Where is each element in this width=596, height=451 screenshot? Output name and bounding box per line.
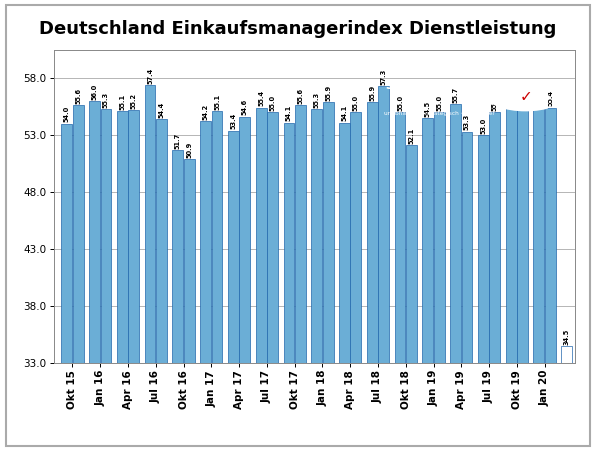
Text: 55.0: 55.0 (269, 95, 275, 111)
Bar (367, 102, 378, 363)
Text: 53.4: 53.4 (231, 113, 237, 129)
Text: 55.1: 55.1 (214, 94, 220, 110)
Text: 55.5: 55.5 (536, 89, 542, 105)
Bar (423, 118, 433, 363)
Bar (295, 106, 306, 363)
Text: 55.2: 55.2 (131, 92, 136, 109)
Text: 55.9: 55.9 (370, 84, 375, 101)
Bar (128, 110, 139, 363)
Text: 53.3: 53.3 (464, 114, 470, 130)
Text: 56.0: 56.0 (92, 83, 98, 100)
Bar (240, 117, 250, 363)
Text: 53.0: 53.0 (480, 117, 486, 134)
Text: 54.1: 54.1 (342, 105, 347, 121)
Bar (200, 121, 211, 363)
Text: 51.7: 51.7 (175, 132, 181, 148)
Text: 55.6: 55.6 (520, 88, 526, 104)
Bar (395, 112, 405, 363)
Text: 54.1: 54.1 (286, 105, 292, 121)
Bar (517, 106, 528, 363)
Text: 34.5: 34.5 (564, 328, 570, 345)
Text: 57.3: 57.3 (381, 69, 387, 85)
Text: Deutschland Einkaufsmanagerindex Dienstleistung: Deutschland Einkaufsmanagerindex Dienstl… (39, 20, 557, 38)
Text: 54.4: 54.4 (159, 101, 164, 118)
Text: 54.6: 54.6 (242, 99, 248, 115)
Bar (478, 135, 489, 363)
Bar (117, 111, 128, 363)
Bar (450, 104, 461, 363)
Text: 55.3: 55.3 (313, 92, 319, 107)
Bar (267, 112, 278, 363)
Bar (461, 132, 473, 363)
Bar (156, 119, 167, 363)
Bar (256, 108, 266, 363)
Text: 54.0: 54.0 (64, 106, 70, 122)
Bar (311, 109, 322, 363)
Bar (73, 106, 83, 363)
Text: 55.6: 55.6 (297, 88, 303, 104)
Text: 55.0: 55.0 (353, 95, 359, 111)
Text: unabhängig • strategisch • trefflicher: unabhängig • strategisch • trefflicher (384, 111, 495, 116)
Bar (101, 109, 111, 363)
Bar (406, 145, 417, 363)
Bar (284, 123, 294, 363)
Bar (212, 111, 222, 363)
Text: stockstreet.de: stockstreet.de (385, 79, 493, 92)
Bar (378, 86, 389, 363)
Text: 55.3: 55.3 (103, 92, 109, 107)
Bar (545, 108, 555, 363)
Bar (533, 106, 544, 363)
Text: 55.5: 55.5 (508, 89, 514, 105)
Text: 55.9: 55.9 (325, 84, 331, 101)
Bar (228, 130, 239, 363)
Bar (506, 106, 517, 363)
Text: 57.4: 57.4 (147, 67, 153, 83)
Text: 55.6: 55.6 (75, 88, 81, 104)
Bar (89, 101, 100, 363)
Bar (322, 102, 334, 363)
Text: 55.1: 55.1 (119, 94, 125, 110)
Bar (172, 150, 183, 363)
Text: 52.1: 52.1 (408, 128, 414, 144)
Text: 55.0: 55.0 (492, 95, 498, 111)
Bar (339, 123, 350, 363)
Bar (145, 85, 156, 363)
Bar (184, 159, 195, 363)
Bar (489, 112, 500, 363)
Bar (434, 112, 445, 363)
Bar (561, 346, 572, 363)
Text: 55.4: 55.4 (258, 90, 264, 106)
Text: 55.0: 55.0 (397, 95, 403, 111)
Text: 50.9: 50.9 (187, 142, 193, 158)
Text: 55.4: 55.4 (547, 90, 553, 106)
Circle shape (488, 82, 564, 111)
Text: 55.7: 55.7 (452, 87, 458, 103)
Text: 54.2: 54.2 (203, 104, 209, 120)
Bar (61, 124, 72, 363)
Text: 54.5: 54.5 (425, 101, 431, 117)
Text: ✓: ✓ (519, 89, 532, 104)
Bar (350, 112, 361, 363)
Text: 55.0: 55.0 (436, 95, 442, 111)
